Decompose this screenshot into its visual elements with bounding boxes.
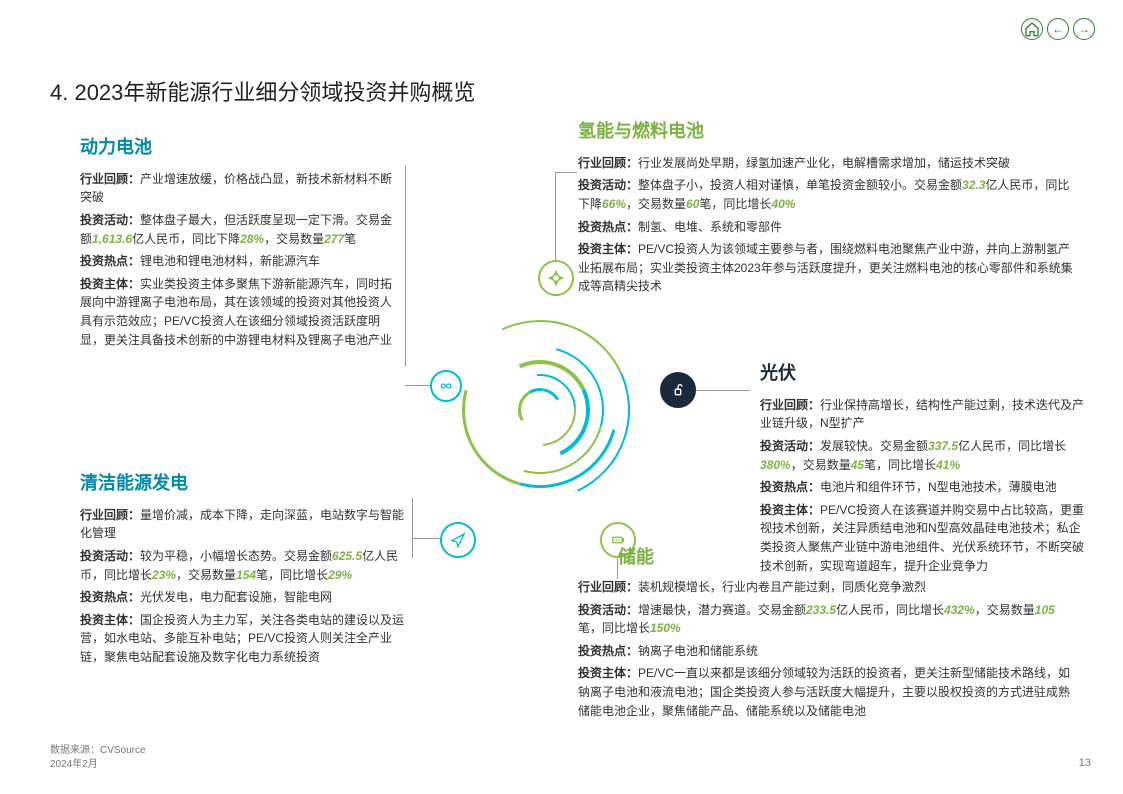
- connector: [405, 166, 406, 366]
- page-number: 13: [1079, 755, 1091, 772]
- node-pv-icon: [660, 372, 696, 408]
- node-clean-icon: [440, 522, 476, 558]
- nav-icons: ← →: [1021, 18, 1095, 40]
- heading-clean: 清洁能源发电: [80, 470, 410, 498]
- home-icon[interactable]: [1021, 18, 1043, 40]
- section-hydrogen: 氢能与燃料电池 行业回顾：行业发展尚处早期，绿氢加速产业化，电解槽需求增加，储运…: [578, 118, 1078, 300]
- footer-source: 数据来源：CVSource: [50, 744, 146, 758]
- page-title: 4. 2023年新能源行业细分领域投资并购概览: [50, 76, 475, 110]
- node-hydrogen-icon: [538, 260, 574, 296]
- next-icon[interactable]: →: [1073, 18, 1095, 40]
- node-battery-icon: [430, 370, 462, 402]
- footer-date: 2024年2月: [50, 758, 146, 772]
- section-battery: 动力电池 行业回顾：产业增速放缓，价格战凸显，新技术新材料不断突破 投资活动：整…: [80, 134, 400, 353]
- connector: [555, 172, 577, 173]
- heading-battery: 动力电池: [80, 134, 400, 162]
- connector: [412, 498, 413, 558]
- center-graphic: [440, 310, 640, 510]
- section-clean: 清洁能源发电 行业回顾：量增价减，成本下降，走向深蓝，电站数字与智能化管理 投资…: [80, 470, 410, 671]
- footer: 数据来源：CVSource 2024年2月: [50, 744, 146, 772]
- prev-icon[interactable]: ←: [1047, 18, 1069, 40]
- section-pv: 光伏 行业回顾：行业保持高增长，结构性产能过剩，技术迭代及产业链升级，N型扩产 …: [760, 360, 1085, 579]
- connector: [690, 390, 750, 391]
- heading-pv: 光伏: [760, 360, 1085, 388]
- section-storage: 储能 行业回顾：装机规模增长，行业内卷且产能过剩，同质化竞争激烈 投资活动：增速…: [578, 578, 1078, 724]
- heading-storage: 储能: [618, 544, 654, 572]
- heading-hydrogen: 氢能与燃料电池: [578, 118, 1078, 146]
